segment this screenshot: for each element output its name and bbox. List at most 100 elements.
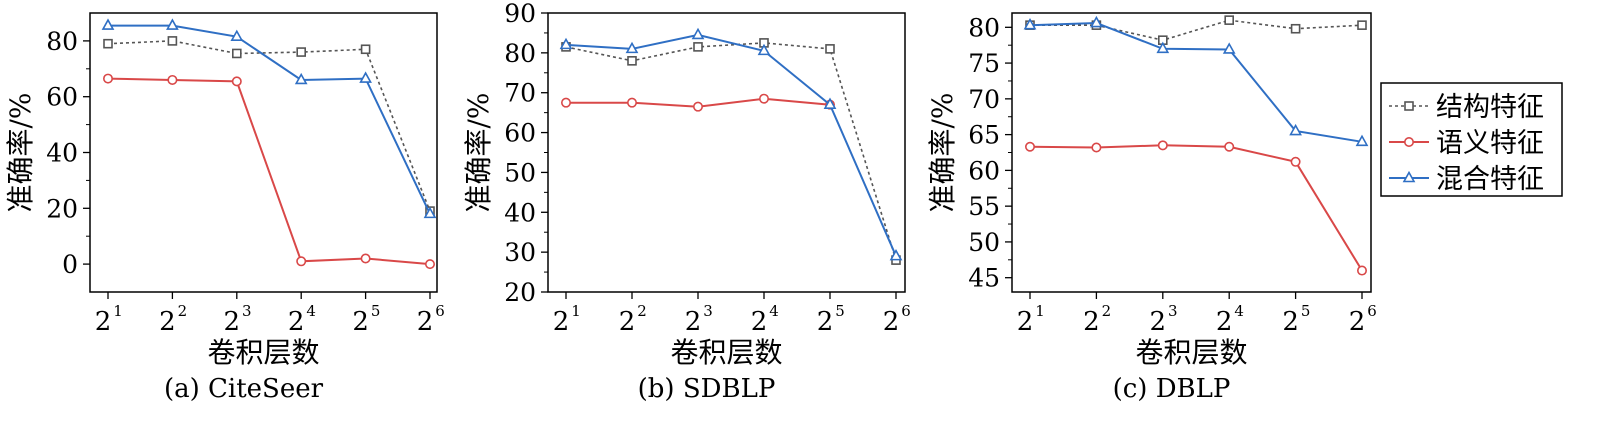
series-line	[1030, 19, 1363, 42]
y-tick-label: 80	[968, 13, 1000, 42]
series-line	[1029, 21, 1363, 143]
y-tick-label: 75	[968, 49, 1000, 78]
legend-label: 混合特征	[1436, 164, 1544, 195]
x-tick-exponent: 6	[901, 302, 911, 320]
x-tick-label: 2	[619, 307, 636, 337]
x-tick-label: 2	[1216, 307, 1233, 337]
y-tick-label: 60	[968, 156, 1000, 185]
x-tick-exponent: 1	[1035, 302, 1045, 320]
data-point	[1157, 140, 1168, 151]
y-tick-label: 40	[46, 139, 78, 168]
y-tick-label: 20	[504, 278, 536, 307]
data-point	[359, 71, 372, 83]
x-tick-label: 2	[817, 307, 834, 337]
x-tick-label: 2	[224, 307, 241, 337]
x-tick-exponent: 4	[1234, 302, 1244, 320]
x-tick-label: 2	[1282, 307, 1299, 337]
legend-marker	[1402, 170, 1416, 183]
x-axis-label: 卷积层数	[207, 336, 319, 369]
x-tick-label: 2	[553, 307, 570, 337]
y-tick-label: 45	[968, 264, 1000, 293]
legend-marker	[1404, 137, 1415, 148]
y-tick-label: 40	[504, 198, 536, 227]
data-point	[823, 97, 837, 109]
x-tick-exponent: 2	[637, 302, 647, 320]
data-point	[360, 44, 371, 55]
data-point	[166, 18, 179, 30]
x-tick-exponent: 4	[306, 302, 316, 320]
x-tick-label: 2	[417, 307, 434, 337]
data-point	[693, 42, 703, 52]
data-point	[423, 206, 437, 219]
y-tick-label: 50	[504, 158, 536, 187]
series-line	[565, 42, 897, 261]
x-tick-exponent: 5	[835, 302, 845, 320]
data-point	[825, 44, 835, 54]
data-point	[103, 73, 114, 84]
data-point	[1224, 15, 1234, 25]
legend-label: 结构特征	[1436, 92, 1544, 123]
x-tick-exponent: 3	[242, 302, 252, 320]
data-point	[1290, 156, 1301, 167]
data-point	[231, 76, 242, 87]
x-tick-exponent: 2	[1102, 302, 1112, 320]
panel-caption: (b) SDBLP	[638, 374, 776, 404]
x-tick-exponent: 3	[1168, 302, 1178, 320]
data-point	[103, 38, 113, 49]
data-point	[627, 56, 637, 66]
data-point	[296, 256, 307, 267]
x-tick-exponent: 5	[371, 302, 381, 320]
x-axis-label: 卷积层数	[1135, 336, 1247, 369]
y-tick-label: 70	[504, 79, 536, 108]
data-point	[360, 253, 371, 264]
x-tick-label: 2	[1017, 307, 1034, 337]
data-point	[1224, 141, 1235, 152]
data-point	[559, 37, 573, 50]
y-tick-label: 30	[504, 238, 536, 267]
x-tick-exponent: 6	[1367, 302, 1377, 320]
data-point	[889, 248, 903, 261]
y-tick-label: 70	[968, 85, 1000, 114]
series-line	[565, 33, 897, 257]
y-tick-label: 55	[968, 192, 1000, 221]
data-point	[625, 41, 639, 54]
data-point	[758, 93, 769, 104]
x-tick-label: 2	[95, 307, 112, 337]
data-point	[1091, 142, 1102, 153]
data-point	[232, 48, 242, 59]
data-point	[167, 36, 178, 46]
y-tick-label: 65	[968, 121, 1000, 150]
y-axis-label: 准确率/%	[926, 92, 959, 212]
x-tick-label: 2	[1150, 307, 1167, 337]
data-point	[691, 27, 705, 40]
data-point	[1357, 265, 1368, 276]
y-tick-label: 50	[968, 228, 1000, 257]
data-point	[1023, 18, 1037, 30]
y-tick-label: 60	[46, 83, 78, 112]
x-tick-exponent: 1	[113, 302, 123, 320]
x-tick-exponent: 1	[571, 302, 581, 320]
y-axis-label: 准确率/%	[462, 92, 495, 212]
data-point	[626, 97, 637, 108]
x-tick-label: 2	[751, 307, 768, 337]
data-point	[560, 97, 571, 108]
data-point	[1090, 15, 1103, 28]
x-tick-label: 2	[352, 307, 369, 337]
data-point	[101, 18, 115, 30]
legend-label: 语义特征	[1436, 128, 1544, 159]
y-tick-label: 80	[46, 27, 78, 56]
series-line	[107, 77, 431, 266]
x-tick-exponent: 3	[703, 302, 713, 320]
data-point	[294, 72, 308, 85]
data-point	[424, 259, 435, 270]
x-tick-label: 2	[685, 307, 702, 337]
x-tick-exponent: 6	[435, 302, 445, 320]
data-point	[692, 101, 703, 112]
data-point	[1290, 23, 1301, 34]
y-tick-label: 60	[504, 119, 536, 148]
x-axis-label: 卷积层数	[670, 336, 782, 369]
y-tick-label: 80	[504, 39, 536, 68]
